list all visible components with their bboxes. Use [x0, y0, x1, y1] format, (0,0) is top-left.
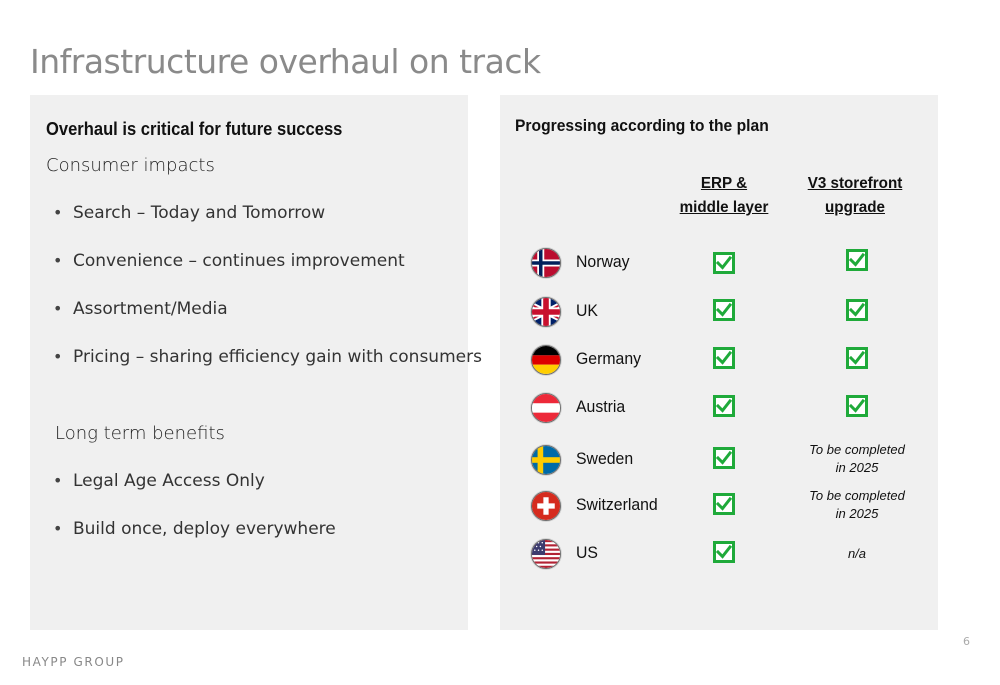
list-item: Search – Today and Tomorrow: [46, 201, 482, 249]
table-row: Germany: [500, 341, 938, 381]
note-line: in 2025: [835, 506, 879, 521]
v3-status-note: To be completed in 2025: [792, 441, 922, 477]
list-item: Convenience – continues improvement: [46, 249, 482, 297]
note-line: n/a: [847, 546, 867, 561]
austria-flag-icon: [531, 393, 561, 423]
country-name: Norway: [576, 252, 630, 271]
list-item: Legal Age Access Only: [46, 469, 336, 517]
left-panel: Overhaul is critical for future success …: [30, 95, 482, 630]
erp-check-icon: [713, 395, 735, 417]
consumer-impacts-list: Search – Today and Tomorrow Convenience …: [46, 201, 482, 393]
erp-check-icon: [713, 447, 735, 469]
erp-check-icon: [713, 347, 735, 369]
right-panel: Progressing according to the plan ERP & …: [500, 95, 938, 630]
erp-header-line1: ERP &: [700, 175, 748, 192]
note-line: To be completed: [809, 488, 905, 503]
note-line: in 2025: [835, 460, 879, 475]
sweden-flag-icon: [531, 445, 561, 475]
erp-check-icon: [713, 299, 735, 321]
v3-status-note: To be completed in 2025: [792, 487, 922, 523]
table-row: Sweden To be completed in 2025: [500, 441, 938, 481]
left-panel-heading: Overhaul is critical for future success: [46, 119, 343, 139]
v3-header-line1: V3 storefront: [807, 175, 903, 192]
table-row: Austria: [500, 389, 938, 429]
v3-status-note: n/a: [792, 545, 922, 563]
v3-check-icon: [846, 299, 868, 321]
country-name: Germany: [576, 349, 642, 368]
v3-header-line2: upgrade: [825, 199, 885, 216]
v3-check-icon: [846, 395, 868, 417]
uk-flag-icon: [531, 297, 561, 327]
erp-check-icon: [713, 252, 735, 274]
consumer-impacts-heading: Consumer impacts: [46, 155, 215, 176]
v3-check-icon: [846, 249, 868, 271]
table-row: Switzerland To be completed in 2025: [500, 487, 938, 527]
table-row: Norway: [500, 244, 938, 284]
country-name: Sweden: [576, 449, 634, 468]
list-item: Pricing – sharing efficiency gain with c…: [46, 345, 482, 393]
table-row: UK: [500, 293, 938, 333]
country-name: UK: [576, 301, 598, 320]
switzerland-flag-icon: [531, 491, 561, 521]
us-flag-icon: [531, 539, 561, 569]
right-panel-heading: Progressing according to the plan: [515, 116, 769, 135]
v3-check-icon: [846, 347, 868, 369]
erp-check-icon: [713, 541, 735, 563]
long-term-benefits-list: Legal Age Access Only Build once, deploy…: [46, 469, 336, 565]
erp-column-header: ERP & middle layer: [667, 172, 781, 220]
erp-header-line2: middle layer: [679, 199, 769, 216]
table-row: US n/a: [500, 535, 938, 575]
list-item: Assortment/Media: [46, 297, 482, 345]
germany-flag-icon: [531, 345, 561, 375]
erp-check-icon: [713, 493, 735, 515]
page-number: 6: [963, 635, 970, 648]
v3-column-header: V3 storefront upgrade: [798, 172, 912, 220]
country-name: Switzerland: [576, 495, 658, 514]
footer-brand: HAYPP GROUP: [22, 655, 125, 669]
country-name: Austria: [576, 397, 626, 416]
norway-flag-icon: [531, 248, 561, 278]
list-item: Build once, deploy everywhere: [46, 517, 336, 565]
country-name: US: [576, 543, 598, 562]
note-line: To be completed: [809, 442, 905, 457]
slide-title: Infrastructure overhaul on track: [30, 42, 541, 81]
long-term-benefits-heading: Long term benefits: [55, 423, 225, 444]
